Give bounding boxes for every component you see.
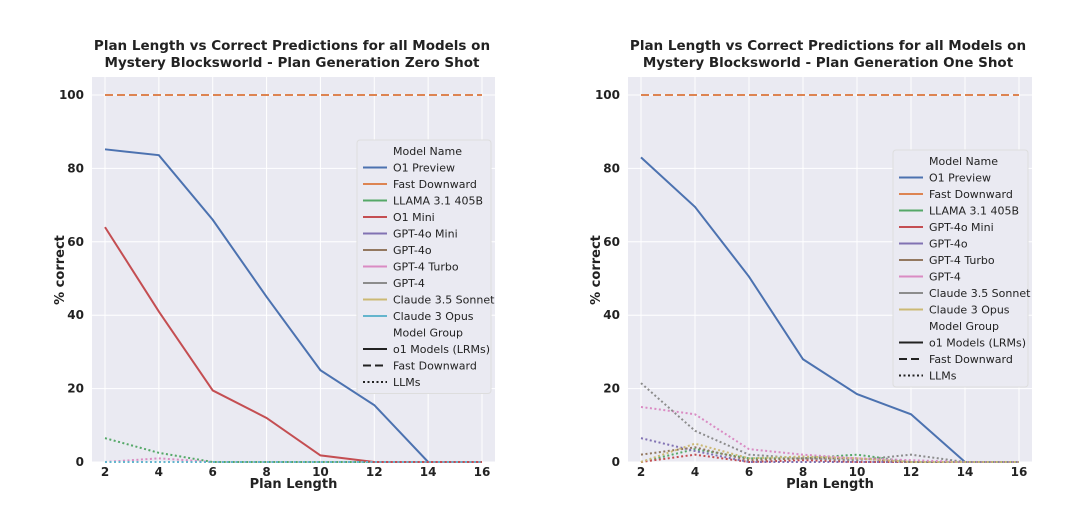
legend-group-label: Fast Downward [393,360,477,373]
series-line-claude-3-5-sonnet [640,382,1019,463]
chart-panel-0: 2 4 6 8 10 12 14 16 0 20 40 60 80 100 Plan Length vs C… [53,38,495,492]
y-axis-label: % correct [53,235,68,305]
x-tick-label: 12 [366,465,383,479]
series-line-o1-mini [104,226,482,463]
series-line-llama-3-1-405b [640,448,1019,463]
y-tick-label: 80 [603,161,620,175]
series-line-claude-3-opus [640,442,1019,463]
legend-label: Claude 3 Opus [393,310,474,323]
x-tick-label: 6 [209,465,217,479]
legend-label: GPT-4 [393,277,425,290]
legend-title: Model Name [929,155,998,168]
legend-label: GPT-4 [929,271,961,284]
y-tick-label: 0 [76,455,84,469]
legend-label: GPT-4o [393,244,432,257]
legend-group-label: Fast Downward [929,353,1013,366]
y-tick-label: 100 [595,88,620,102]
legend-label: O1 Mini [393,211,435,224]
legend-group-label: LLMs [929,370,957,383]
legend-group-label: LLMs [393,376,421,389]
y-tick-label: 40 [67,308,84,322]
x-tick-label: 4 [155,465,163,479]
x-tick-label: 10 [312,465,329,479]
x-tick-label: 2 [101,465,109,479]
legend-label: GPT-4 Turbo [929,254,995,267]
legend-label: O1 Preview [929,172,991,185]
legend-label: GPT-4o Mini [929,221,994,234]
series-line-o1-preview [104,148,482,463]
chart-title: Plan Length vs Correct Predictions for a… [630,38,1026,54]
chart-title: Mystery Blocksworld - Plan Generation On… [643,55,1014,71]
legend-label: Fast Downward [929,188,1013,201]
chart-title: Plan Length vs Correct Predictions for a… [94,38,490,54]
series-line-gpt-4-turbo [640,446,1019,463]
y-tick-label: 80 [67,161,84,175]
series-line-o1-preview [640,156,1019,463]
y-axis-label: % correct [589,235,604,305]
legend-box [356,139,492,394]
legend-group-title: Model Group [929,320,999,333]
legend-label: O1 Preview [393,162,455,175]
x-tick-label: 16 [474,465,491,479]
legend-label: GPT-4 Turbo [393,261,459,274]
x-tick-label: 6 [745,465,753,479]
x-tick-label: 8 [262,465,270,479]
legend-label: Claude 3 Opus [929,304,1010,317]
legend-group-label: o1 Models (LRMs) [393,343,490,356]
y-tick-label: 20 [67,382,84,396]
y-tick-label: 100 [59,88,84,102]
y-tick-label: 60 [67,235,84,249]
y-tick-label: 60 [603,235,620,249]
legend-label: Claude 3.5 Sonnet [393,294,495,307]
legend-label: Fast Downward [393,178,477,191]
x-tick-label: 14 [957,465,974,479]
legend: Model Name O1 Preview Fast Downward LLAMA 3… [356,139,495,394]
x-tick-label: 10 [849,465,866,479]
legend-label: Claude 3.5 Sonnet [929,287,1031,300]
x-tick-label: 16 [1011,465,1028,479]
legend-box [892,149,1029,388]
x-tick-label: 4 [691,465,699,479]
legend-label: LLAMA 3.1 405B [393,195,483,208]
x-axis-label: Plan Length [786,477,874,492]
x-tick-label: 12 [903,465,920,479]
legend-group-title: Model Group [393,327,463,340]
y-tick-label: 0 [612,455,620,469]
legend-label: GPT-4o [929,238,968,251]
series-line-gpt-4o [640,437,1019,463]
y-tick-label: 40 [603,308,620,322]
legend-title: Model Name [393,145,462,158]
x-axis-label: Plan Length [250,477,338,492]
chart-title: Mystery Blocksworld - Plan Generation Ze… [105,55,481,71]
y-tick-label: 20 [603,382,620,396]
x-tick-label: 14 [420,465,437,479]
legend-label: LLAMA 3.1 405B [929,205,1019,218]
x-tick-label: 2 [637,465,645,479]
legend-label: GPT-4o Mini [393,228,458,241]
legend: Model Name O1 Preview Fast Downward LLAMA 3… [892,149,1031,388]
x-tick-label: 8 [799,465,807,479]
legend-group-label: o1 Models (LRMs) [929,337,1026,350]
chart-panel-1: 2 4 6 8 10 12 14 16 0 20 40 60 80 100 Plan Length vs C… [589,38,1032,492]
